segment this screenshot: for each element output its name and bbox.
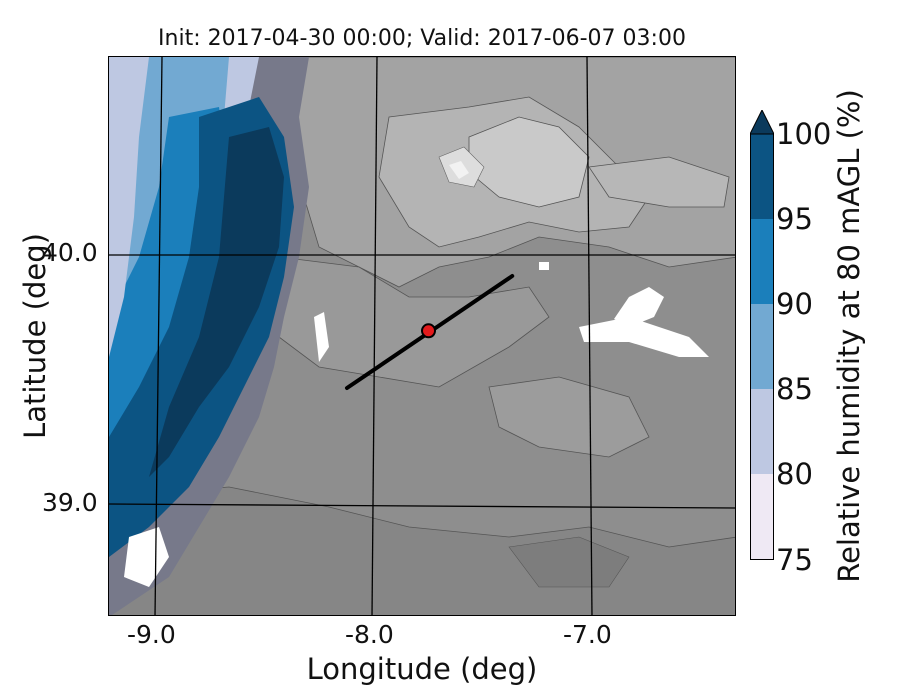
river-patch-5 xyxy=(314,312,329,362)
terrain-peak-2 xyxy=(449,161,469,179)
colorbar xyxy=(750,110,774,560)
x-tick-label: -9.0 xyxy=(127,620,176,649)
colorbar-segment xyxy=(750,474,774,560)
plot-title: Init: 2017-04-30 00:00; Valid: 2017-06-0… xyxy=(158,26,686,51)
site-marker xyxy=(421,323,437,339)
meridian-line xyxy=(371,57,378,615)
colorbar-tick: 85 xyxy=(776,372,813,406)
humidity-coastal-strip xyxy=(109,57,149,357)
colorbar-segment xyxy=(750,134,774,219)
terrain-mid-1 xyxy=(278,256,550,388)
terrain-high-3 xyxy=(468,116,590,208)
meridian-line xyxy=(154,57,163,615)
colorbar-extend-arrow xyxy=(750,110,774,135)
x-tick-label: -7.0 xyxy=(563,620,612,649)
colorbar-label: Relative humidity at 80 mAGL (%) xyxy=(832,89,866,583)
colorbar-tick: 100 xyxy=(776,117,832,151)
terrain-high-4 xyxy=(588,156,730,208)
colorbar-tick: 75 xyxy=(776,543,813,577)
terrain-map xyxy=(109,57,735,615)
river-patch-2 xyxy=(579,317,709,357)
colorbar-tick: 90 xyxy=(776,287,813,321)
y-tick-label: 40.0 xyxy=(42,238,98,267)
terrain-low-2 xyxy=(508,536,630,588)
colorbar-segment xyxy=(750,389,774,474)
x-tick-label: -8.0 xyxy=(345,620,394,649)
terrain-mid-2 xyxy=(488,376,650,458)
map-panel xyxy=(108,56,736,616)
colorbar-frame xyxy=(750,133,774,560)
river-patch-4 xyxy=(539,262,549,270)
parallel-line xyxy=(109,503,735,509)
colorbar-tick: 80 xyxy=(776,457,813,491)
colorbar-segment xyxy=(750,219,774,304)
y-axis-label: Latitude (deg) xyxy=(18,233,52,439)
y-tick-label: 39.0 xyxy=(42,488,98,517)
meridian-line xyxy=(586,57,593,615)
x-axis-label: Longitude (deg) xyxy=(306,652,538,686)
river-patch-1 xyxy=(614,287,664,327)
colorbar-segment xyxy=(750,304,774,389)
colorbar-tick: 95 xyxy=(776,202,813,236)
humidity-over-100 xyxy=(149,127,284,477)
river-patch-3 xyxy=(124,527,169,587)
